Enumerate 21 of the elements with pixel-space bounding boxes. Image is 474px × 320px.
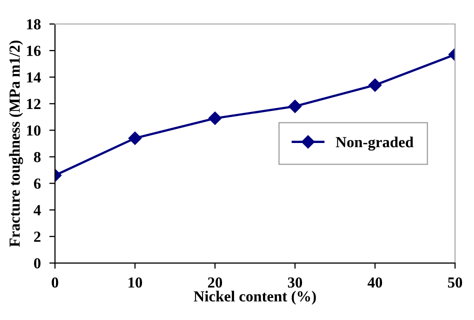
point <box>288 100 302 113</box>
y-tick-label: 16 <box>27 46 41 56</box>
point <box>208 112 222 125</box>
x-tick-label: 30 <box>288 277 302 288</box>
y-tick-label: 10 <box>27 125 41 136</box>
y-tick-label: 12 <box>27 98 40 109</box>
y-tick-label: 4 <box>34 205 41 216</box>
y-tick-label: 6 <box>34 178 41 189</box>
y-axis-title: Fracture toughness (MPa m1/2) <box>9 40 24 247</box>
y-tick-label: 8 <box>34 152 41 162</box>
legend-label: Non-graded <box>336 136 414 151</box>
x-tick-label: 40 <box>368 277 382 288</box>
x-tick-label: 50 <box>448 277 462 288</box>
x-axis-title: Nickel content (%) <box>194 290 316 305</box>
x-tick-label: 0 <box>52 277 58 288</box>
y-tick-label: 0 <box>34 258 41 268</box>
x-tick-label: 20 <box>208 277 222 288</box>
y-tick-label: 2 <box>34 232 40 242</box>
x-tick-label: 10 <box>128 277 142 288</box>
y-tick-label: 18 <box>27 19 41 30</box>
y-tick-label: 14 <box>27 72 41 82</box>
